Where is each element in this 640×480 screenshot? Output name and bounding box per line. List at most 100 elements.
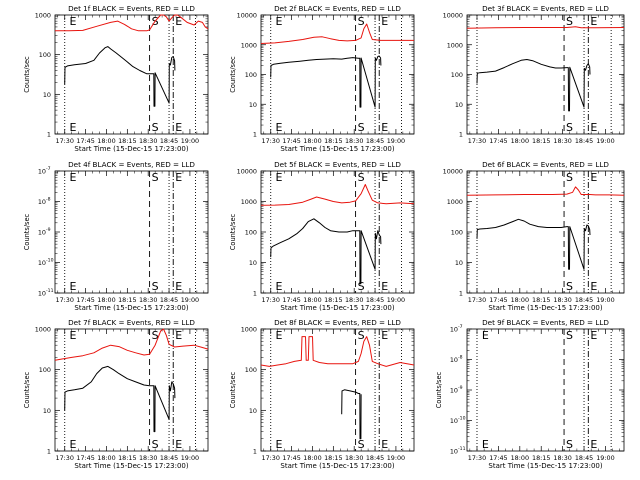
y-tick-label: 100 bbox=[245, 71, 257, 79]
x-tick-label: 18:45 bbox=[160, 296, 178, 304]
y-tick-label: 1000 bbox=[447, 198, 463, 206]
y-tick-exponent: -8 bbox=[46, 197, 51, 203]
plot-frame bbox=[466, 328, 625, 452]
x-axis-label: Start Time (15-Dec-15 17:23:00) bbox=[280, 462, 394, 470]
events-series-line bbox=[476, 218, 591, 270]
x-tick-label: 17:30 bbox=[56, 454, 74, 462]
marker-label-top: S bbox=[566, 15, 573, 28]
x-axis-label: Start Time (15-Dec-15 17:23:00) bbox=[280, 304, 394, 312]
marker-label-bottom: S bbox=[566, 280, 573, 293]
chart-title: Det 2f BLACK = Events, RED = LLD bbox=[274, 4, 401, 13]
y-tick-exponent: -7 bbox=[458, 324, 463, 330]
chart-title: Det 8f BLACK = Events, RED = LLD bbox=[274, 318, 401, 327]
y-tick-label: 10 bbox=[450, 326, 458, 334]
y-tick-label: 1000 bbox=[35, 326, 51, 334]
marker-label-top: S bbox=[358, 329, 365, 342]
chart-title: Det 5f BLACK = Events, RED = LLD bbox=[274, 160, 401, 169]
marker-label-bottom: S bbox=[152, 438, 159, 451]
x-tick-label: 18:15 bbox=[532, 137, 550, 145]
panel-6: Det 6f BLACK = Events, RED = LLD 1 10 100 10… bbox=[443, 160, 625, 312]
panel-2: Det 2f BLACK = Events, RED = LLD 1 10 100 10… bbox=[229, 4, 415, 153]
y-tick-label: 1 bbox=[253, 290, 257, 298]
y-tick-label: 10 bbox=[43, 407, 51, 415]
plot-frame bbox=[54, 14, 209, 135]
panel-1: Det 1f BLACK = Events, RED = LLD 1 10 100 10… bbox=[23, 4, 209, 153]
x-tick-label: 17:45 bbox=[282, 137, 300, 145]
chart-title: Det 9f BLACK = Events, RED = LLD bbox=[482, 318, 609, 327]
marker-label-bottom: S bbox=[358, 438, 365, 451]
x-tick-label: 18:00 bbox=[511, 137, 529, 145]
y-tick-exponent: -10 bbox=[46, 258, 54, 264]
x-tick-label: 18:45 bbox=[366, 454, 384, 462]
marker-label-bottom: E bbox=[381, 121, 388, 134]
chart-title: Det 1f BLACK = Events, RED = LLD bbox=[68, 4, 195, 13]
y-tick-exponent: -10 bbox=[458, 416, 466, 422]
y-tick-label: 1000 bbox=[241, 326, 257, 334]
panel-3: Det 3f BLACK = Events, RED = LLD 1 10 100 10… bbox=[443, 4, 625, 145]
lld-series-line bbox=[466, 26, 625, 29]
x-tick-label: 17:30 bbox=[56, 296, 74, 304]
marker-label-top: E bbox=[70, 329, 77, 342]
chart-title: Det 6f BLACK = Events, RED = LLD bbox=[482, 160, 609, 169]
marker-label-bottom: E bbox=[590, 438, 597, 451]
y-tick-label: 10 bbox=[38, 259, 46, 267]
y-tick-label: 10 bbox=[450, 356, 458, 364]
marker-label-bottom: E bbox=[175, 121, 182, 134]
x-tick-label: 18:45 bbox=[366, 137, 384, 145]
y-tick-exponent: -11 bbox=[46, 288, 54, 294]
marker-label-bottom: E bbox=[70, 438, 77, 451]
events-series-line bbox=[476, 59, 591, 112]
x-tick-label: 18:45 bbox=[575, 454, 593, 462]
events-series-line bbox=[64, 365, 176, 433]
marker-label-top: S bbox=[152, 329, 159, 342]
y-tick-label: 100 bbox=[451, 71, 463, 79]
x-tick-label: 17:45 bbox=[489, 296, 507, 304]
y-tick-label: 10000 bbox=[443, 12, 463, 20]
x-tick-label: 17:45 bbox=[489, 137, 507, 145]
panel-8: Det 8f BLACK = Events, RED = LLD 1 10 100 10… bbox=[229, 318, 415, 470]
x-tick-label: 18:45 bbox=[366, 296, 384, 304]
x-tick-label: 18:45 bbox=[160, 454, 178, 462]
x-axis-label: Start Time (15-Dec-15 17:23:00) bbox=[74, 462, 188, 470]
x-tick-label: 17:30 bbox=[262, 296, 280, 304]
x-tick-label: 17:30 bbox=[468, 137, 486, 145]
marker-label-top: E bbox=[276, 171, 283, 184]
y-tick-label: 100 bbox=[39, 366, 51, 374]
x-tick-label: 18:45 bbox=[575, 137, 593, 145]
x-tick-label: 18:00 bbox=[303, 296, 321, 304]
panel-5: Det 5f BLACK = Events, RED = LLD 1 10 100 10… bbox=[229, 160, 415, 312]
marker-label-bottom: S bbox=[358, 121, 365, 134]
x-tick-label: 17:30 bbox=[468, 296, 486, 304]
x-tick-label: 18:30 bbox=[345, 454, 363, 462]
marker-label-top: E bbox=[276, 329, 283, 342]
x-tick-label: 18:00 bbox=[97, 454, 115, 462]
lld-series-line bbox=[466, 186, 625, 196]
x-tick-label: 19:00 bbox=[181, 296, 199, 304]
plot-frame bbox=[54, 328, 209, 452]
x-tick-label: 18:15 bbox=[118, 137, 136, 145]
x-tick-label: 19:00 bbox=[596, 137, 614, 145]
marker-label-bottom: S bbox=[358, 280, 365, 293]
x-tick-label: 17:45 bbox=[282, 454, 300, 462]
x-tick-label: 18:00 bbox=[511, 296, 529, 304]
y-tick-label: 10000 bbox=[237, 168, 257, 176]
marker-label-top: S bbox=[358, 15, 365, 28]
y-tick-label: 10 bbox=[450, 387, 458, 395]
y-tick-label: 10 bbox=[249, 259, 257, 267]
y-tick-label: 1 bbox=[253, 131, 257, 139]
marker-label-bottom: S bbox=[566, 121, 573, 134]
y-axis-label: Counts/sec bbox=[229, 56, 237, 93]
x-tick-label: 18:30 bbox=[139, 454, 157, 462]
marker-label-bottom: E bbox=[175, 280, 182, 293]
events-series-line bbox=[270, 218, 382, 285]
y-tick-label: 10 bbox=[455, 101, 463, 109]
x-tick-label: 19:00 bbox=[387, 137, 405, 145]
marker-label-bottom: E bbox=[70, 121, 77, 134]
x-tick-label: 17:45 bbox=[282, 296, 300, 304]
marker-label-bottom: S bbox=[152, 121, 159, 134]
y-tick-label: 100 bbox=[245, 229, 257, 237]
x-tick-label: 17:30 bbox=[56, 137, 74, 145]
marker-label-top: S bbox=[566, 329, 573, 342]
y-axis-label: Counts/sec bbox=[23, 56, 31, 93]
chart-title: Det 4f BLACK = Events, RED = LLD bbox=[68, 160, 195, 169]
